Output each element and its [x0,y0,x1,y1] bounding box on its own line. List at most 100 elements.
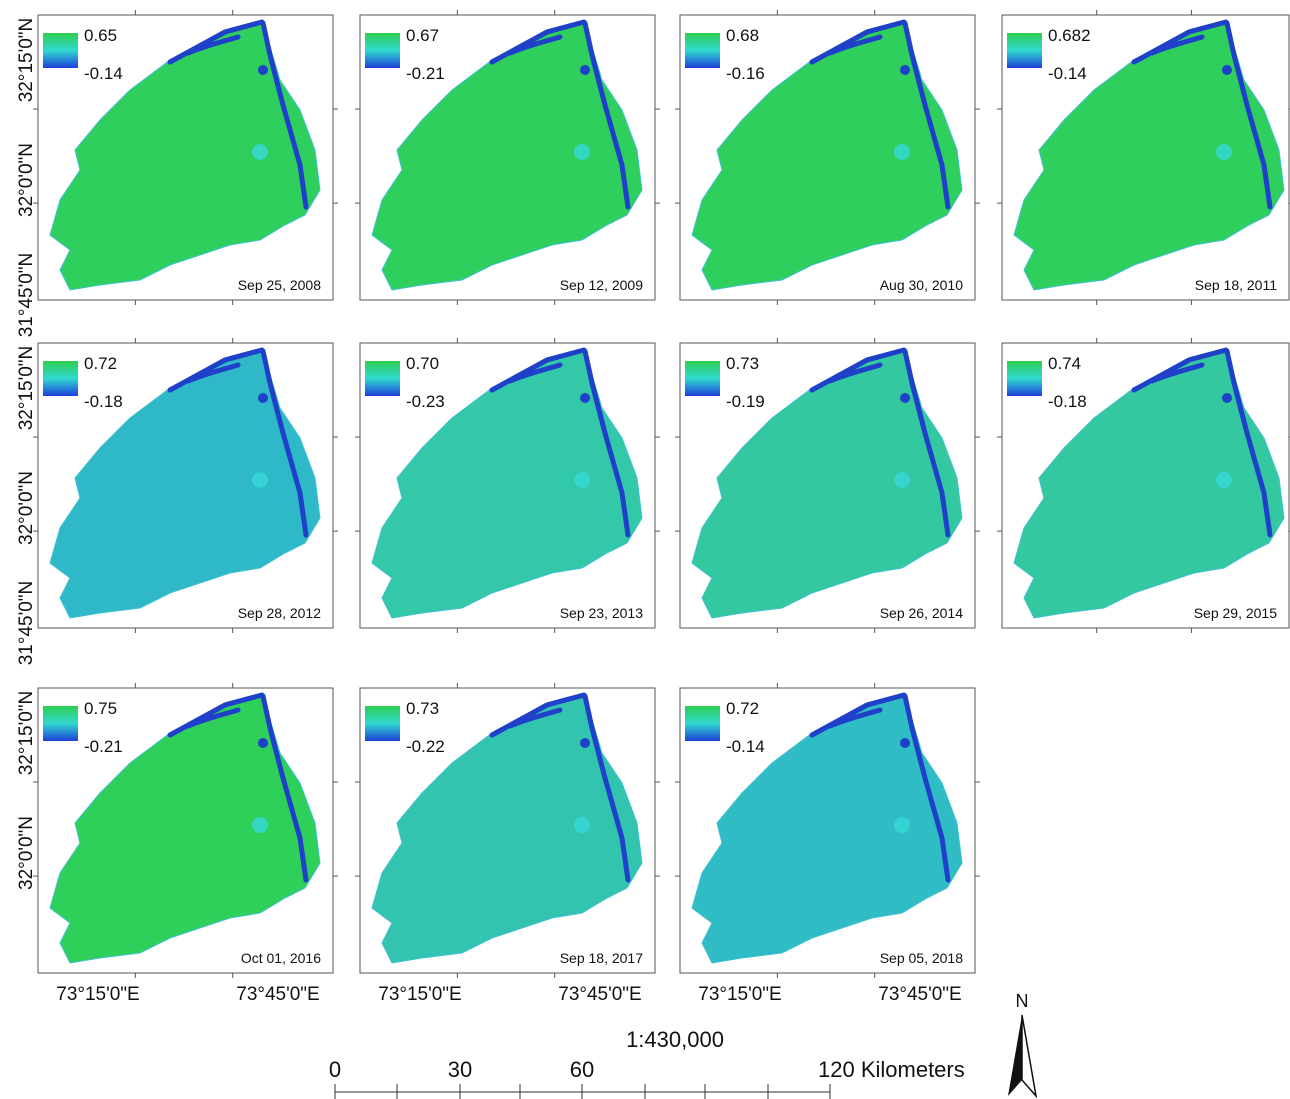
latitude-label: 32°15'0"N [16,18,37,103]
urban-area [252,817,268,833]
legend-min: -0.18 [1048,392,1087,411]
river [489,19,631,210]
river [809,692,951,883]
river [809,19,951,210]
scale-label: 60 [570,1057,594,1082]
urban-area [574,472,590,488]
date-label: Sep 18, 2017 [560,950,644,966]
date-label: Sep 12, 2009 [560,277,644,293]
region-shape [49,692,321,964]
water-body [580,65,590,75]
date-label: Oct 01, 2016 [241,950,321,966]
legend-max: 0.75 [84,699,117,718]
legend-max: 0.73 [406,699,439,718]
longitude-label: 73°15'0"E [56,984,139,1005]
water-body [1222,393,1232,403]
region-shape [691,347,963,619]
river [809,347,951,538]
urban-area [1216,144,1232,160]
river [1131,347,1273,538]
water-body [1222,65,1232,75]
river [489,692,631,883]
north-arrow [1008,1014,1038,1099]
river [1131,19,1273,210]
map-panel: 0.72 -0.18 Sep 28, 2012 [33,338,338,633]
legend-ramp [365,361,400,396]
date-label: Sep 23, 2013 [560,605,644,621]
region-shape [371,19,643,291]
legend-min: -0.21 [406,64,445,83]
date-label: Sep 18, 2011 [1195,277,1277,293]
map-panel: 0.73 -0.19 Sep 26, 2014 [675,338,980,633]
urban-area [1216,472,1232,488]
legend-max: 0.70 [406,354,439,373]
legend-min: -0.23 [406,392,445,411]
water-body [900,738,910,748]
map-panel: 0.67 -0.21 Sep 12, 2009 [355,10,660,305]
latitude-label: 32°15'0"N [16,691,37,776]
map-panel: 0.72 -0.14 Sep 05, 2018 [675,683,980,978]
legend-max: 0.682 [1048,26,1091,45]
longitude-label: 73°45'0"E [558,984,641,1005]
region-shape [49,19,321,291]
legend-ramp [365,33,400,68]
region-shape [49,347,321,619]
urban-area [574,817,590,833]
legend-ramp [685,706,720,741]
latitude-label: 31°45'0"N [16,253,37,338]
map-panel: 0.65 -0.14 Sep 25, 2008 [33,10,338,305]
urban-area [894,817,910,833]
urban-area [252,144,268,160]
map-panel: 0.682 -0.14 Sep 18, 2011 [997,10,1290,305]
water-body [258,738,268,748]
legend-min: -0.21 [84,737,123,756]
legend-ramp [1007,361,1042,396]
legend-min: -0.14 [84,64,123,83]
north-label: N [1016,991,1029,1011]
legend-ramp [685,361,720,396]
region-shape [1013,19,1285,291]
scale-bar [334,1084,831,1099]
legend-min: -0.19 [726,392,765,411]
date-label: Sep 05, 2018 [880,950,964,966]
water-body [258,65,268,75]
latitude-label: 32°0'0"N [16,816,37,890]
scale-label: 120 Kilometers [818,1057,965,1082]
legend-ramp [43,33,78,68]
water-body [580,393,590,403]
latitude-label: 32°0'0"N [16,143,37,217]
legend-ramp [43,361,78,396]
legend-ramp [365,706,400,741]
longitude-label: 73°45'0"E [878,984,961,1005]
scale-label: 30 [448,1057,472,1082]
water-body [900,393,910,403]
region-shape [371,692,643,964]
region-shape [691,692,963,964]
map-panel: 0.70 -0.23 Sep 23, 2013 [355,338,660,633]
longitude-label: 73°15'0"E [378,984,461,1005]
legend-min: -0.14 [726,737,765,756]
map-panel: 0.74 -0.18 Sep 29, 2015 [997,338,1290,633]
date-label: Sep 25, 2008 [238,277,322,293]
latitude-label: 31°45'0"N [16,581,37,666]
legend-max: 0.73 [726,354,759,373]
longitude-label: 73°15'0"E [698,984,781,1005]
water-body [258,393,268,403]
river [489,347,631,538]
legend-min: -0.16 [726,64,765,83]
date-label: Sep 26, 2014 [880,605,964,621]
river [167,347,309,538]
date-label: Sep 28, 2012 [238,605,322,621]
water-body [900,65,910,75]
map-panel: 0.75 -0.21 Oct 01, 2016 [33,683,338,978]
legend-max: 0.68 [726,26,759,45]
legend-max: 0.72 [84,354,117,373]
map-panel: 0.73 -0.22 Sep 18, 2017 [355,683,660,978]
region-shape [371,347,643,619]
urban-area [894,472,910,488]
legend-min: -0.14 [1048,64,1087,83]
legend-ramp [1007,33,1042,68]
scale-ratio: 1:430,000 [626,1027,724,1052]
scale-label: 0 [329,1057,341,1082]
